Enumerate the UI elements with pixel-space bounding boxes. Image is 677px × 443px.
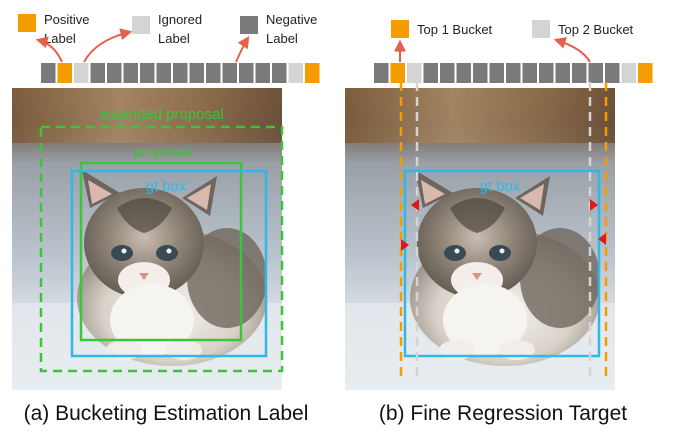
- legend-top2-label: Top 2 Bucket: [558, 22, 634, 37]
- bucket-cell: [156, 63, 171, 83]
- bucket-strip-a: [41, 63, 320, 83]
- bucket-cell: [374, 63, 389, 83]
- bucket-cell: [305, 63, 320, 83]
- arrow-to-top2: [553, 37, 591, 63]
- bucket-cell: [539, 63, 554, 83]
- bucket-cell: [255, 63, 270, 83]
- bucket-cell: [423, 63, 438, 83]
- gt-box-b: [403, 169, 601, 358]
- bucket-cell: [588, 63, 603, 83]
- extended-proposal-box: [39, 125, 284, 373]
- legend-top1-label: Top 1 Bucket: [417, 22, 493, 37]
- bucket-cell: [456, 63, 471, 83]
- panel-b: Top 1 Bucket Top 2 Bucket gt box (b) Fin…: [345, 20, 653, 425]
- legend-ignored-label-2: Label: [158, 31, 190, 46]
- legend-negative-label: Negative: [266, 12, 317, 27]
- legend-positive-label: Positive: [44, 12, 90, 27]
- bucket-cell: [222, 63, 237, 83]
- bucket-cell: [390, 63, 405, 83]
- proposal-label: proposal: [133, 144, 191, 161]
- gt-box-a: [70, 169, 268, 358]
- bucket-cell: [522, 63, 537, 83]
- offset-marker-left-bottom: [401, 239, 409, 251]
- bucket-strip-b: [374, 63, 653, 83]
- bucket-cell: [440, 63, 455, 83]
- bucket-cell: [173, 63, 188, 83]
- offset-marker-right-bottom: [598, 233, 606, 245]
- bucket-cell: [57, 63, 72, 83]
- bucket-cell: [555, 63, 570, 83]
- legend-top2-swatch: [532, 20, 550, 38]
- offset-marker-right-top: [590, 199, 598, 211]
- extended-proposal-label: extended proposal: [100, 106, 223, 123]
- bucket-cell: [90, 63, 105, 83]
- legend-a: Positive Label Ignored Label Negative La…: [18, 12, 317, 63]
- legend-negative-swatch: [240, 16, 258, 34]
- kitten-photo-b: [345, 88, 615, 390]
- legend-positive-label-2: Label: [44, 31, 76, 46]
- bucket-cell: [638, 63, 653, 83]
- bucket-cell: [572, 63, 587, 83]
- offset-marker-left-top: [411, 199, 419, 211]
- bucket-cell: [74, 63, 89, 83]
- legend-top1-swatch: [391, 20, 409, 38]
- bucket-cell: [239, 63, 254, 83]
- bucket-cell: [473, 63, 488, 83]
- bucket-cell: [189, 63, 204, 83]
- bucket-cell: [41, 63, 56, 83]
- bucket-cell: [206, 63, 221, 83]
- legend-ignored-label: Ignored: [158, 12, 202, 27]
- legend-positive-swatch: [18, 14, 36, 32]
- legend-ignored-swatch: [132, 16, 150, 34]
- bucket-cell: [506, 63, 521, 83]
- legend-negative-label-2: Label: [266, 31, 298, 46]
- bucket-cell: [489, 63, 504, 83]
- bucket-cell: [272, 63, 287, 83]
- bucket-cell: [107, 63, 122, 83]
- arrow-to-negative: [235, 36, 250, 63]
- panel-a: Positive Label Ignored Label Negative La…: [12, 12, 320, 425]
- proposal-box: [79, 161, 243, 342]
- gt-box-label-b: gt box: [480, 178, 521, 195]
- bucket-cell: [605, 63, 620, 83]
- bucket-cell: [288, 63, 303, 83]
- bucket-cell: [407, 63, 422, 83]
- bucket-cell: [123, 63, 138, 83]
- bucket-cell: [140, 63, 155, 83]
- arrow-to-ignored: [83, 28, 133, 63]
- legend-b: Top 1 Bucket Top 2 Bucket: [391, 20, 634, 63]
- arrow-to-positive: [35, 36, 63, 63]
- gt-box-label-a: gt box: [146, 178, 187, 195]
- caption-a: (a) Bucketing Estimation Label: [24, 402, 309, 425]
- bucket-cell: [621, 63, 636, 83]
- caption-b: (b) Fine Regression Target: [379, 402, 627, 425]
